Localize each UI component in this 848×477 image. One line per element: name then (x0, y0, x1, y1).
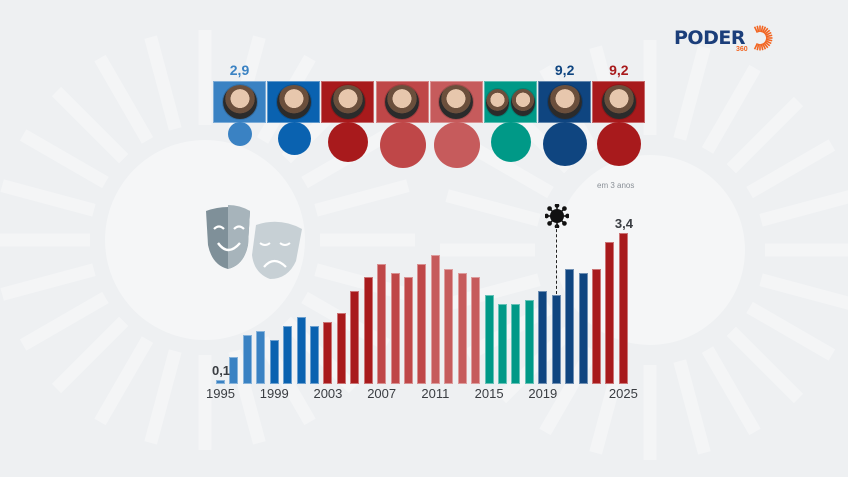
covid-marker-line (556, 224, 557, 294)
bar-2004 (336, 312, 346, 384)
president-photo (547, 85, 582, 119)
term-card-2 (267, 81, 321, 123)
term-circle-3 (328, 122, 369, 162)
bar-1997 (242, 335, 252, 384)
term-card-7: 9,2 (538, 62, 592, 123)
bar-2011 (430, 255, 440, 384)
bar-2001 (296, 317, 306, 384)
x-tick-2007: 2007 (367, 386, 397, 401)
sun-icon (753, 25, 773, 51)
bar-2002 (310, 326, 319, 384)
bar-2009 (404, 277, 414, 384)
bar-2008 (390, 273, 400, 384)
x-tick-2025: 2025 (608, 386, 638, 401)
bar-2022 (578, 273, 588, 384)
president-photo (601, 85, 636, 119)
president-photo (485, 88, 510, 116)
bar-2023 (592, 268, 602, 384)
term-circle-8 (597, 122, 642, 166)
term-circle-4 (379, 122, 426, 168)
bar-2024 (605, 241, 615, 384)
x-tick-2003: 2003 (313, 386, 343, 401)
bar-2015 (484, 295, 494, 384)
bar-2014 (471, 277, 481, 384)
president-terms-row: 2,9 9,2 9,2 (213, 62, 647, 123)
bar-2018 (524, 299, 534, 384)
term-circle-1 (228, 122, 253, 146)
term-card-4 (375, 81, 429, 123)
president-photo (511, 88, 535, 116)
term-card-5 (429, 81, 483, 123)
president-photo (222, 85, 257, 119)
bar-2016 (498, 304, 508, 384)
term-circle-5 (433, 122, 480, 168)
president-photo (330, 85, 365, 119)
x-tick-1995: 1995 (206, 386, 235, 401)
value-label-2025: 3,4 (614, 216, 633, 232)
x-tick-2011: 2011 (421, 386, 450, 401)
president-photo (385, 85, 420, 119)
term-circle-7 (543, 122, 588, 166)
term-value-label: 9,2 (554, 62, 575, 78)
theater-masks-icon (206, 205, 302, 279)
bar-2007 (377, 264, 387, 384)
bar-2025 (618, 233, 628, 384)
bar-2006 (363, 277, 373, 384)
value-label-1995: 0,1 (211, 362, 231, 378)
president-photo (439, 85, 474, 119)
president-photo (276, 85, 311, 119)
bar-2019 (538, 290, 548, 384)
x-tick-1999: 1999 (259, 386, 289, 401)
virus-icon (545, 204, 569, 228)
term-circles-row (213, 122, 647, 168)
bar-2003 (323, 321, 333, 384)
bar-1995 (216, 379, 225, 384)
bar-2010 (417, 264, 427, 384)
bar-2017 (511, 304, 521, 384)
note-label: em 3 anos (597, 181, 635, 190)
bar-2005 (350, 290, 360, 384)
term-card-1: 2,9 (213, 62, 266, 123)
x-tick-2019: 2019 (528, 386, 558, 401)
logo-sub: 360 (736, 46, 748, 53)
bar-2000 (283, 326, 293, 384)
term-circle-2 (277, 122, 311, 155)
bar-1996 (229, 357, 239, 384)
x-tick-2015: 2015 (474, 386, 504, 401)
bar-2021 (565, 268, 575, 384)
logo-text: PODER (674, 27, 745, 49)
bar-1998 (256, 330, 266, 384)
bar-2013 (457, 273, 467, 384)
term-value-label: 9,2 (609, 62, 629, 78)
bar-1999 (269, 339, 279, 384)
term-card-8: 9,2 (592, 62, 646, 123)
term-card-6 (483, 81, 537, 123)
term-circle-6 (491, 122, 532, 162)
poder360-logo: PODER 360 (674, 24, 774, 53)
bar-2012 (444, 268, 454, 384)
term-card-3 (321, 81, 375, 123)
bar-2020 (551, 295, 561, 384)
term-value-label: 2,9 (229, 62, 250, 78)
